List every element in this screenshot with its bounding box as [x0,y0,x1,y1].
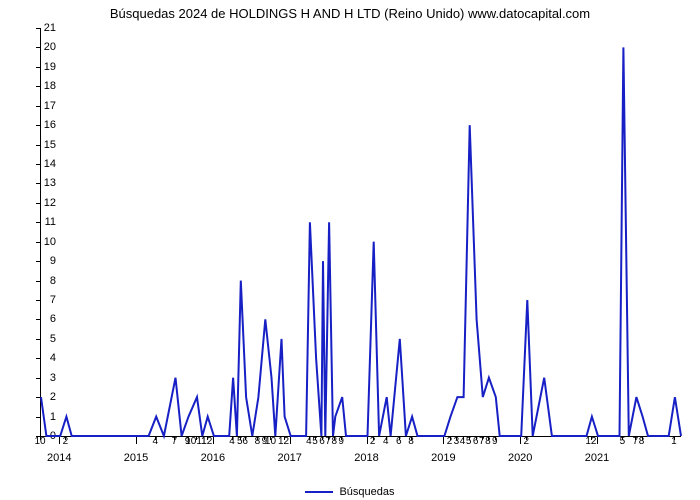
legend-label: Búsquedas [339,486,394,498]
x-major-label: 2021 [585,452,609,464]
x-major-label: 2019 [431,452,455,464]
x-major-label: 2014 [47,452,71,464]
legend-swatch [305,491,333,493]
x-major-label: 2020 [508,452,532,464]
chart-title: Búsquedas 2024 de HOLDINGS H AND H LTD (… [0,6,700,21]
x-major-tick [213,436,214,444]
legend: Búsquedas [0,486,700,498]
x-major-label: 2018 [354,452,378,464]
x-major-label: 2017 [277,452,301,464]
x-major-tick [290,436,291,444]
x-major-tick [597,436,598,444]
x-major-tick [443,436,444,444]
chart-container: Búsquedas 2024 de HOLDINGS H AND H LTD (… [0,0,700,500]
x-major-tick [59,436,60,444]
plot-area [40,28,681,437]
x-major-tick [520,436,521,444]
x-major-tick [136,436,137,444]
x-major-tick [367,436,368,444]
x-major-label: 2015 [124,452,148,464]
x-major-label: 2016 [201,452,225,464]
line-series [41,28,681,436]
